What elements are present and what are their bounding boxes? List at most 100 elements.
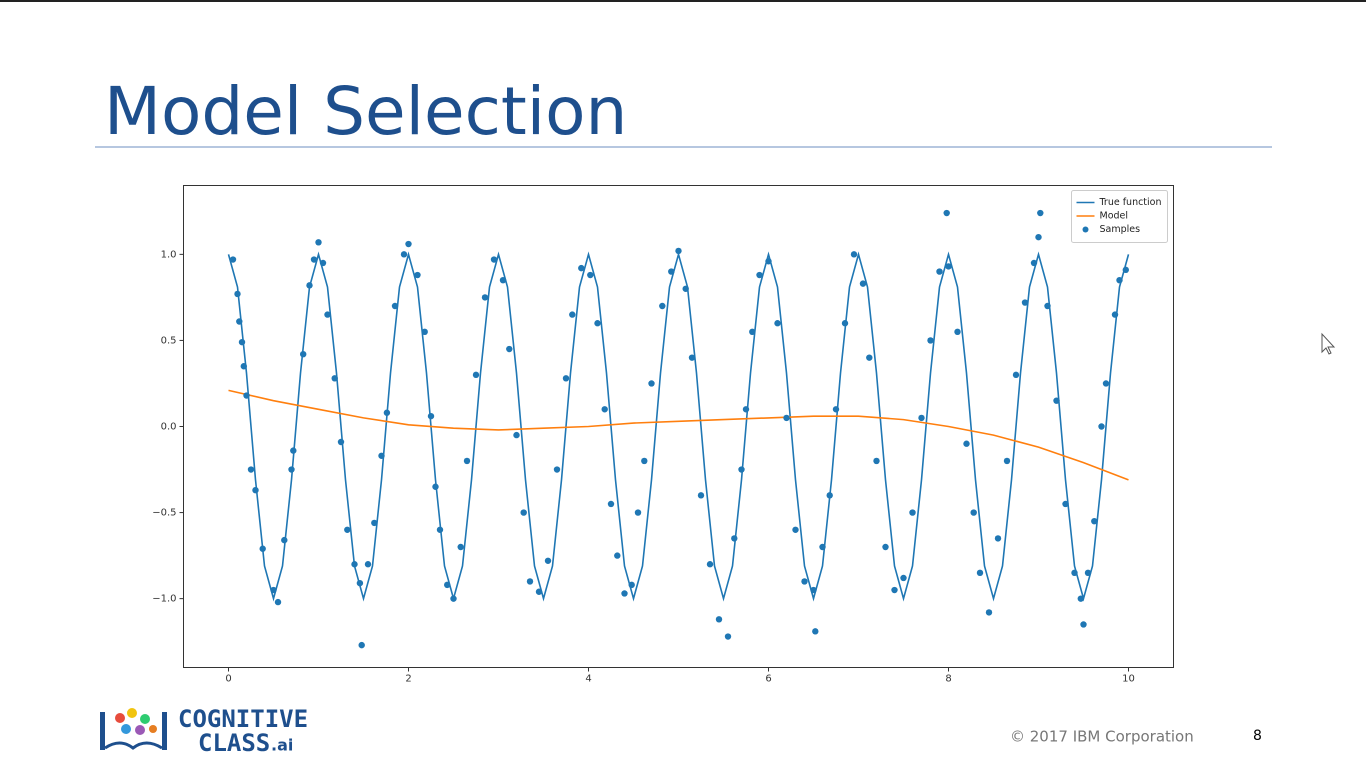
x-tick-label: 8 <box>945 674 951 685</box>
sample-point <box>1122 266 1130 274</box>
sample-point <box>832 406 840 413</box>
sample-point <box>535 588 543 595</box>
sample-point <box>943 209 950 217</box>
x-tick-label: 0 <box>225 674 231 685</box>
sample-point <box>1021 299 1029 306</box>
sample-point <box>954 328 961 336</box>
sample-point <box>243 392 250 399</box>
sample-point <box>607 500 615 508</box>
sample-point <box>351 561 358 568</box>
sample-point <box>274 598 282 606</box>
sample-point <box>641 457 648 465</box>
sample-point <box>774 320 781 327</box>
logo-dot <box>135 725 145 735</box>
sample-point <box>472 371 480 379</box>
sample-point <box>994 535 1002 542</box>
sample-point <box>506 345 513 353</box>
sample-point <box>1091 517 1098 525</box>
legend: True function Model Samples <box>1071 190 1168 243</box>
logo-dot <box>149 725 157 733</box>
sample-point <box>520 509 527 516</box>
sample-point <box>715 616 723 623</box>
sample-point <box>614 552 621 559</box>
sample-point <box>918 414 925 422</box>
sample-point <box>1111 311 1119 318</box>
sample-point <box>281 536 288 544</box>
sample-point <box>648 380 655 387</box>
sample-point <box>810 586 817 594</box>
x-tick-label: 10 <box>1122 674 1135 685</box>
sample-point <box>841 320 849 327</box>
sample-point <box>1053 397 1060 404</box>
sample-point <box>427 412 435 420</box>
sample-point <box>927 337 934 344</box>
logo-dot <box>115 713 125 723</box>
sample-point <box>319 259 327 267</box>
sample-point <box>252 486 259 494</box>
sample-point <box>1044 302 1051 310</box>
sample-point <box>344 526 351 533</box>
sample-point <box>562 375 570 382</box>
sample-point <box>578 264 585 272</box>
sample-point <box>659 302 666 310</box>
sample-point <box>1003 457 1011 465</box>
y-tick-label: −0.5 <box>152 508 176 519</box>
sample-point <box>891 586 898 594</box>
sample-point <box>819 543 826 551</box>
sample-point <box>859 280 867 287</box>
sample-point <box>688 354 696 361</box>
sample-point <box>234 290 241 298</box>
sample-point <box>324 311 331 318</box>
x-tick-label: 2 <box>405 674 411 685</box>
line <box>227 251 1130 602</box>
sample-point <box>1062 500 1069 508</box>
sample-point <box>526 578 534 585</box>
sample-point <box>749 328 756 336</box>
sample-point <box>306 282 313 289</box>
sample-point <box>866 354 873 361</box>
sample-point <box>513 431 520 439</box>
sample-point <box>463 457 471 465</box>
sample-point <box>826 492 833 499</box>
sample-point <box>383 409 391 416</box>
sample-point <box>594 320 601 327</box>
x-tick-label: 4 <box>585 674 591 685</box>
sample-point <box>290 447 297 454</box>
sample-point <box>432 483 439 490</box>
sample-point <box>450 595 457 602</box>
sample-point <box>371 519 378 527</box>
sample-point <box>364 561 372 568</box>
sample-point <box>414 271 421 279</box>
sample-point <box>601 406 608 413</box>
sample-point <box>457 543 464 551</box>
logo-text: COGNITIVE <box>178 705 308 733</box>
y-tick-label: 0.0 <box>161 422 177 433</box>
sample-point <box>1037 209 1044 217</box>
sample-point <box>731 535 738 542</box>
legend-label: Samples <box>1100 224 1141 235</box>
legend-box <box>1071 190 1168 243</box>
mouse-cursor <box>1321 332 1336 355</box>
sample-point <box>765 258 772 265</box>
legend-label: True function <box>1099 197 1162 208</box>
sample-point <box>882 543 889 551</box>
sample-point <box>668 268 675 275</box>
sample-point <box>544 557 552 564</box>
sample-point <box>436 526 444 533</box>
sample-point <box>812 628 819 635</box>
y-tick-label: 0.5 <box>161 335 177 346</box>
sample-point <box>1098 423 1105 430</box>
x-tick-label: 6 <box>765 674 771 685</box>
sample-point <box>634 509 642 516</box>
sample-point <box>909 509 916 516</box>
sample-point <box>1035 233 1042 241</box>
sample-point <box>358 641 365 649</box>
sample-point <box>315 239 322 246</box>
logo-book <box>104 741 163 750</box>
sample-point <box>240 363 247 370</box>
y-tick-label: −1.0 <box>152 594 176 605</box>
sample-point <box>229 256 237 263</box>
sample-point <box>1071 569 1078 577</box>
sample-point <box>1012 371 1020 379</box>
sample-point <box>936 268 943 275</box>
